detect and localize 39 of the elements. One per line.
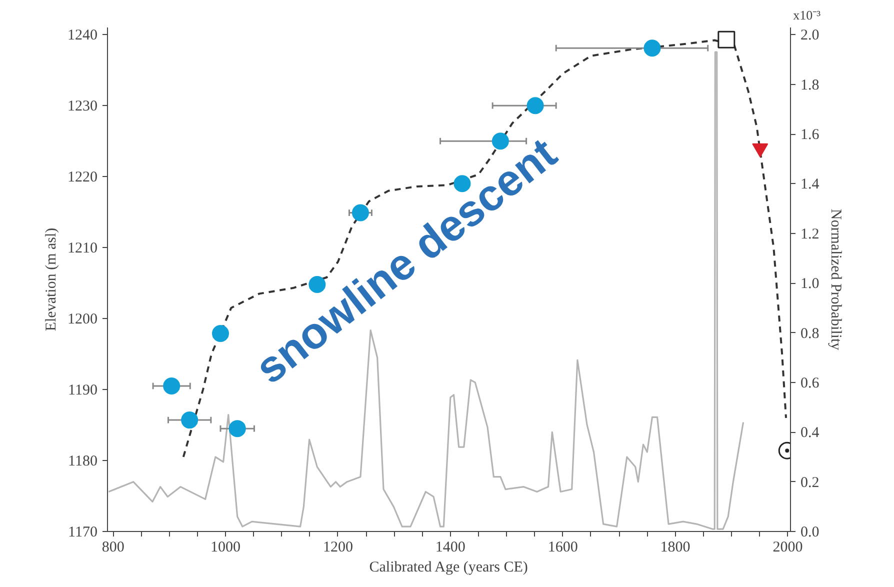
point — [212, 324, 229, 342]
y2-tick-label: 1.6 — [800, 127, 820, 144]
line-series — [108, 51, 744, 530]
y2-tick-label: 1.8 — [800, 77, 820, 94]
point — [526, 97, 544, 114]
y-tick-label: 1170 — [68, 524, 98, 540]
y2-tick-label: 0.4 — [800, 425, 820, 442]
y-tick-label: 1240 — [68, 28, 98, 44]
y-tick-label: 1190 — [68, 382, 98, 399]
x-axis-title: Calibrated Age (years CE) — [369, 560, 528, 576]
x-tick-label: 1200 — [322, 540, 353, 556]
y2-tick-label: 1.4 — [800, 176, 820, 193]
point — [163, 377, 180, 394]
y2-tick-label: 1.2 — [800, 226, 820, 242]
y-tick-label: 1220 — [68, 170, 98, 186]
y2-tick-label: 0.8 — [800, 326, 820, 342]
point — [352, 204, 369, 222]
y2-tick-label: 2.0 — [800, 28, 820, 44]
y-tick-label: 1230 — [68, 98, 98, 115]
x-tick-label: 1600 — [548, 540, 578, 556]
point — [181, 412, 198, 429]
point — [644, 40, 661, 57]
y2-tick-label: 0.0 — [800, 524, 820, 540]
y-axis-title: Elevation (m asl) — [44, 228, 60, 332]
y-tick-label: 1180 — [68, 454, 98, 470]
y2-tick-label: 0.6 — [800, 375, 820, 392]
x-tick-label: 2000 — [772, 540, 803, 556]
x-tick-label: 1000 — [210, 540, 241, 556]
x-tick-label: 800 — [102, 540, 124, 556]
text: x10⁻³ — [793, 8, 821, 22]
y2-tick-label: 1.0 — [800, 276, 820, 292]
point — [718, 30, 736, 48]
y2-axis-title: Normalized Probability — [827, 208, 844, 351]
y-tick-label: 1210 — [68, 240, 98, 257]
x-tick-label: 1800 — [660, 540, 690, 556]
y-tick-label: 1200 — [68, 312, 98, 328]
x-tick-label: 1400 — [435, 540, 466, 556]
point — [228, 420, 246, 438]
y2-tick-label: 0.2 — [800, 474, 820, 491]
